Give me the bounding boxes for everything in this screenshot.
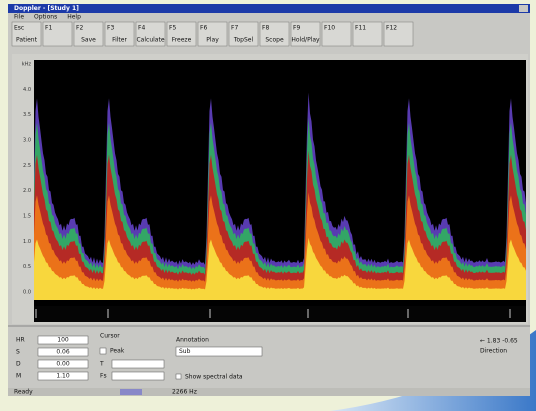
toolbar-button[interactable] — [11, 21, 42, 47]
close-button[interactable] — [519, 5, 528, 12]
menu-item[interactable]: File — [14, 14, 24, 21]
toolbar-button[interactable] — [259, 21, 290, 47]
toolbar-label: Hold/Play — [291, 37, 320, 44]
toolbar-button[interactable] — [135, 21, 166, 47]
axis-label: 4.0 — [23, 87, 31, 93]
toolbar-button[interactable] — [166, 21, 197, 47]
toolbar-label: Freeze — [172, 37, 192, 44]
toolbar-key: F1 — [45, 25, 52, 32]
toolbar-button[interactable] — [290, 21, 321, 47]
status-bar — [8, 388, 530, 396]
cursor-title: Cursor — [100, 333, 120, 340]
toolbar-button[interactable] — [228, 21, 259, 47]
spectral-checkbox[interactable] — [175, 373, 182, 380]
field-box[interactable] — [37, 371, 89, 381]
status-left: Ready — [14, 389, 33, 396]
field-value: 0.06 — [56, 349, 70, 356]
axis-label: kHz — [22, 62, 32, 68]
menu-item[interactable]: Options — [34, 14, 57, 21]
direction-title: Direction — [480, 348, 507, 355]
toolbar-button[interactable] — [197, 21, 228, 47]
toolbar-button[interactable] — [352, 21, 383, 47]
toolbar-key: F5 — [169, 25, 176, 32]
field-value: 0.00 — [56, 361, 70, 368]
field-value: 100 — [57, 337, 69, 344]
axis-label: 1.5 — [23, 214, 31, 220]
field-box[interactable] — [37, 359, 89, 369]
axis-label: 1.0 — [23, 239, 31, 245]
toolbar-key: F10 — [324, 25, 335, 32]
field-value: 1.10 — [56, 373, 70, 380]
t-label: T — [99, 361, 104, 368]
field-box[interactable] — [37, 347, 89, 357]
field-label: HR — [16, 337, 25, 344]
menu-item[interactable]: Help — [67, 14, 81, 21]
toolbar-label: Patient — [16, 37, 38, 44]
toolbar-key: F7 — [231, 25, 238, 32]
title-bar — [8, 4, 530, 13]
fs-label: Fs — [100, 373, 107, 380]
show-spectral-label: Show spectral data — [185, 374, 243, 381]
status-box — [120, 389, 142, 395]
ecg-strip — [34, 306, 526, 322]
peak-checkbox[interactable] — [99, 347, 107, 355]
spectrum-band — [34, 237, 526, 300]
toolbar-label: Play — [206, 37, 219, 44]
toolbar-label: Filter — [112, 37, 127, 44]
field-label: M — [16, 373, 21, 380]
window-title: Doppler - [Study 1] — [14, 5, 79, 12]
peak-label: Peak — [110, 348, 125, 355]
axis-label: 0.5 — [23, 264, 31, 270]
toolbar-label: Calculate — [136, 37, 164, 44]
annotation-value: Sub — [179, 348, 191, 355]
axis-label: 0.0 — [23, 290, 31, 296]
toolbar-button[interactable] — [321, 21, 352, 47]
field-box[interactable] — [37, 335, 89, 345]
toolbar-button[interactable] — [42, 21, 73, 47]
t-field[interactable] — [111, 359, 165, 369]
toolbar-key: F2 — [76, 25, 83, 32]
axis-label: 3.5 — [23, 112, 31, 118]
annotation-title: Annotation — [176, 337, 209, 344]
toolbar-key: F12 — [386, 25, 397, 32]
status-middle: 2266 Hz — [172, 389, 197, 396]
annotation-select[interactable] — [175, 346, 263, 357]
field-label: S — [16, 349, 20, 356]
toolbar-label: TopSel — [233, 37, 254, 44]
field-label: D — [16, 361, 21, 368]
toolbar-button[interactable] — [383, 21, 414, 47]
toolbar-button[interactable] — [104, 21, 135, 47]
axis-label: 2.5 — [23, 163, 31, 169]
axis-label: 3.0 — [23, 138, 31, 144]
toolbar-key: F3 — [107, 25, 114, 32]
direction-values: ← 1.83 -0.65 — [480, 338, 518, 345]
fs-field[interactable] — [111, 371, 165, 381]
toolbar-key: F8 — [262, 25, 269, 32]
axis-label: 2.0 — [23, 188, 31, 194]
toolbar-label: Scope — [265, 37, 284, 44]
toolbar-key: Esc — [14, 25, 24, 32]
toolbar-label: Save — [81, 37, 96, 44]
toolbar-key: F9 — [293, 25, 300, 32]
toolbar-key: F6 — [200, 25, 207, 32]
toolbar-key: F11 — [355, 25, 366, 32]
toolbar-button[interactable] — [73, 21, 104, 47]
toolbar-key: F4 — [138, 25, 145, 32]
